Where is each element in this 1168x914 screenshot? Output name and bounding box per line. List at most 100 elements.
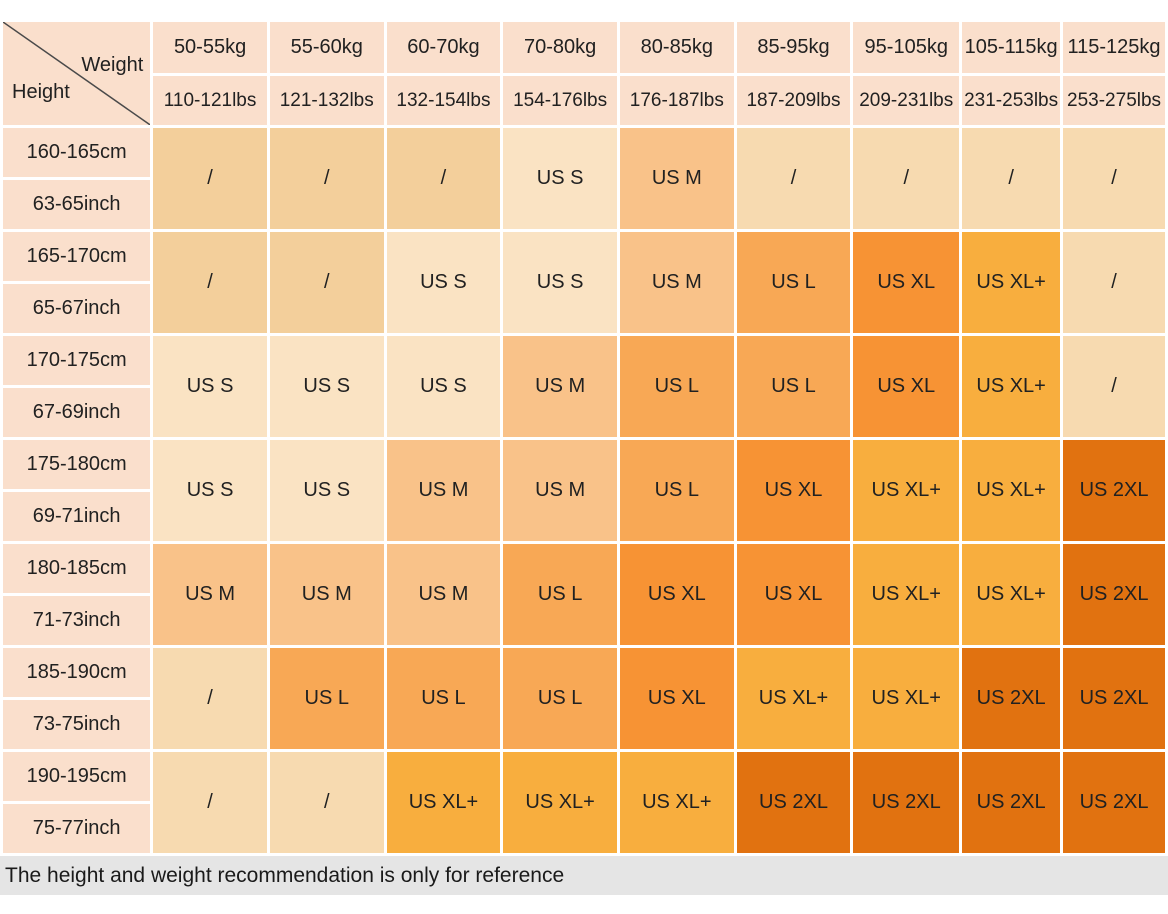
size-cell-r3-c5: US L [619, 336, 734, 437]
weight-lbs-col8: 231-253lbs [962, 76, 1061, 125]
weight-lbs-col6: 187-209lbs [736, 76, 851, 125]
weight-kg-col1: 50-55kg [153, 22, 267, 73]
size-cell-r4-c4: US M [503, 440, 617, 541]
height-inch-row5: 71-73inch [3, 596, 151, 645]
size-cell-r6-c3: US L [386, 648, 501, 749]
size-cell-r4-c5: US L [619, 440, 734, 541]
size-cell-r6-c1: / [153, 648, 267, 749]
size-cell-r5-c3: US M [386, 544, 501, 645]
height-inch-row4: 69-71inch [3, 492, 151, 541]
size-cell-r4-c6: US XL [736, 440, 851, 541]
size-cell-r5-c1: US M [153, 544, 267, 645]
size-cell-r7-c3: US XL+ [386, 752, 501, 853]
size-cell-r6-c9: US 2XL [1063, 648, 1165, 749]
size-cell-r7-c7: US 2XL [853, 752, 960, 853]
size-cell-r3-c7: US XL [853, 336, 960, 437]
size-cell-r1-c2: / [269, 128, 384, 229]
size-cell-r1-c1: / [153, 128, 267, 229]
size-cell-r7-c1: / [153, 752, 267, 853]
size-cell-r3-c8: US XL+ [962, 336, 1061, 437]
height-inch-row6: 73-75inch [3, 700, 151, 749]
size-cell-r6-c5: US XL [619, 648, 734, 749]
weight-kg-col4: 70-80kg [503, 22, 617, 73]
size-cell-r2-c5: US M [619, 232, 734, 333]
height-cm-row2: 165-170cm [3, 232, 151, 281]
size-cell-r4-c7: US XL+ [853, 440, 960, 541]
weight-lbs-col1: 110-121lbs [153, 76, 267, 125]
size-cell-r4-c2: US S [269, 440, 384, 541]
weight-kg-col5: 80-85kg [619, 22, 734, 73]
height-inch-row1: 63-65inch [3, 180, 151, 229]
size-cell-r7-c4: US XL+ [503, 752, 617, 853]
height-cm-row6: 185-190cm [3, 648, 151, 697]
size-cell-r5-c4: US L [503, 544, 617, 645]
size-cell-r2-c9: / [1063, 232, 1165, 333]
weight-kg-col7: 95-105kg [853, 22, 960, 73]
size-cell-r2-c6: US L [736, 232, 851, 333]
size-cell-r4-c1: US S [153, 440, 267, 541]
weight-kg-col3: 60-70kg [386, 22, 501, 73]
size-cell-r2-c1: / [153, 232, 267, 333]
size-cell-r5-c5: US XL [619, 544, 734, 645]
size-cell-r1-c6: / [736, 128, 851, 229]
size-cell-r6-c8: US 2XL [962, 648, 1061, 749]
weight-kg-col8: 105-115kg [962, 22, 1061, 73]
size-cell-r6-c4: US L [503, 648, 617, 749]
size-cell-r4-c3: US M [386, 440, 501, 541]
size-cell-r4-c8: US XL+ [962, 440, 1061, 541]
weight-lbs-col2: 121-132lbs [269, 76, 384, 125]
size-cell-r1-c8: / [962, 128, 1061, 229]
weight-lbs-col3: 132-154lbs [386, 76, 501, 125]
weight-lbs-col7: 209-231lbs [853, 76, 960, 125]
size-cell-r2-c4: US S [503, 232, 617, 333]
size-cell-r1-c7: / [853, 128, 960, 229]
weight-kg-col6: 85-95kg [736, 22, 851, 73]
weight-lbs-col5: 176-187lbs [619, 76, 734, 125]
size-cell-r2-c3: US S [386, 232, 501, 333]
size-cell-r4-c9: US 2XL [1063, 440, 1165, 541]
height-cm-row7: 190-195cm [3, 752, 151, 801]
height-inch-row2: 65-67inch [3, 284, 151, 333]
size-cell-r5-c6: US XL [736, 544, 851, 645]
size-cell-r5-c9: US 2XL [1063, 544, 1165, 645]
corner-header-cell: Weight Height [3, 22, 151, 125]
size-cell-r6-c6: US XL+ [736, 648, 851, 749]
size-cell-r2-c8: US XL+ [962, 232, 1061, 333]
size-chart-table: Weight Height 50-55kg 55-60kg 60-70kg 70-80kg… [0, 19, 1168, 856]
size-cell-r1-c5: US M [619, 128, 734, 229]
height-cm-row3: 170-175cm [3, 336, 151, 385]
height-cm-row4: 175-180cm [3, 440, 151, 489]
size-cell-r3-c4: US M [503, 336, 617, 437]
size-cell-r1-c9: / [1063, 128, 1165, 229]
size-cell-r3-c3: US S [386, 336, 501, 437]
height-inch-row7: 75-77inch [3, 804, 151, 853]
size-cell-r3-c6: US L [736, 336, 851, 437]
size-cell-r7-c6: US 2XL [736, 752, 851, 853]
size-cell-r6-c2: US L [269, 648, 384, 749]
corner-height-label: Height [12, 81, 70, 103]
size-cell-r3-c2: US S [269, 336, 384, 437]
size-cell-r7-c8: US 2XL [962, 752, 1061, 853]
size-cell-r5-c2: US M [269, 544, 384, 645]
height-inch-row3: 67-69inch [3, 388, 151, 437]
size-cell-r3-c9: / [1063, 336, 1165, 437]
size-cell-r7-c5: US XL+ [619, 752, 734, 853]
size-cell-r5-c8: US XL+ [962, 544, 1061, 645]
size-cell-r3-c1: US S [153, 336, 267, 437]
reference-note: The height and weight recommendation is … [0, 856, 1168, 895]
weight-lbs-col9: 253-275lbs [1063, 76, 1165, 125]
size-cell-r5-c7: US XL+ [853, 544, 960, 645]
corner-weight-label: Weight [81, 54, 144, 76]
height-cm-row5: 180-185cm [3, 544, 151, 593]
size-cell-r6-c7: US XL+ [853, 648, 960, 749]
size-cell-r1-c3: / [386, 128, 501, 229]
weight-lbs-col4: 154-176lbs [503, 76, 617, 125]
size-cell-r7-c2: / [269, 752, 384, 853]
weight-kg-col9: 115-125kg [1063, 22, 1165, 73]
size-cell-r1-c4: US S [503, 128, 617, 229]
size-cell-r2-c7: US XL [853, 232, 960, 333]
size-cell-r7-c9: US 2XL [1063, 752, 1165, 853]
weight-kg-col2: 55-60kg [269, 22, 384, 73]
diagonal-line [3, 22, 151, 125]
height-cm-row1: 160-165cm [3, 128, 151, 177]
